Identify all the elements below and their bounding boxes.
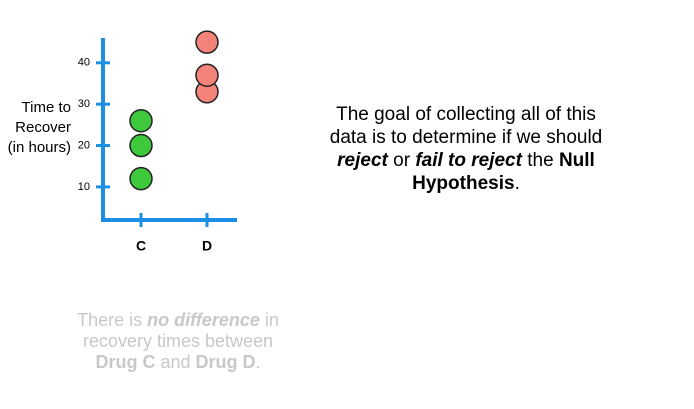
y-axis-label: (in hours) xyxy=(8,139,71,156)
y-axis-label: Time to xyxy=(22,99,71,116)
text: or xyxy=(387,150,416,171)
y-tick-label: 40 xyxy=(78,57,90,69)
text: Drug D xyxy=(195,352,256,372)
text: reject xyxy=(337,150,388,171)
text: Null Hypothesis xyxy=(412,150,595,194)
y-axis-label: Recover xyxy=(15,119,71,136)
point xyxy=(195,63,219,87)
y-tick-label: 30 xyxy=(78,98,90,110)
text: no difference xyxy=(147,310,260,330)
text: . xyxy=(514,173,520,194)
text: fail to reject xyxy=(415,150,522,171)
null-hypothesis-text: There is no difference in recovery times… xyxy=(62,310,294,373)
text: and xyxy=(155,352,196,372)
text: There is xyxy=(77,310,148,330)
text: Drug C xyxy=(95,352,156,372)
text: in recovery times between xyxy=(82,310,279,351)
y-tick-label: 20 xyxy=(78,139,90,151)
text: the xyxy=(521,150,559,171)
text: The goal of collecting all of this data … xyxy=(329,104,603,148)
text: . xyxy=(255,352,261,372)
goal-text: The goal of collecting all of this data … xyxy=(318,103,614,195)
point xyxy=(195,30,219,54)
x-tick-label: D xyxy=(202,238,212,254)
point xyxy=(129,133,153,158)
x-tick-label: C xyxy=(136,238,146,254)
point xyxy=(129,108,153,133)
point xyxy=(129,166,153,191)
y-tick-label: 10 xyxy=(78,181,90,193)
